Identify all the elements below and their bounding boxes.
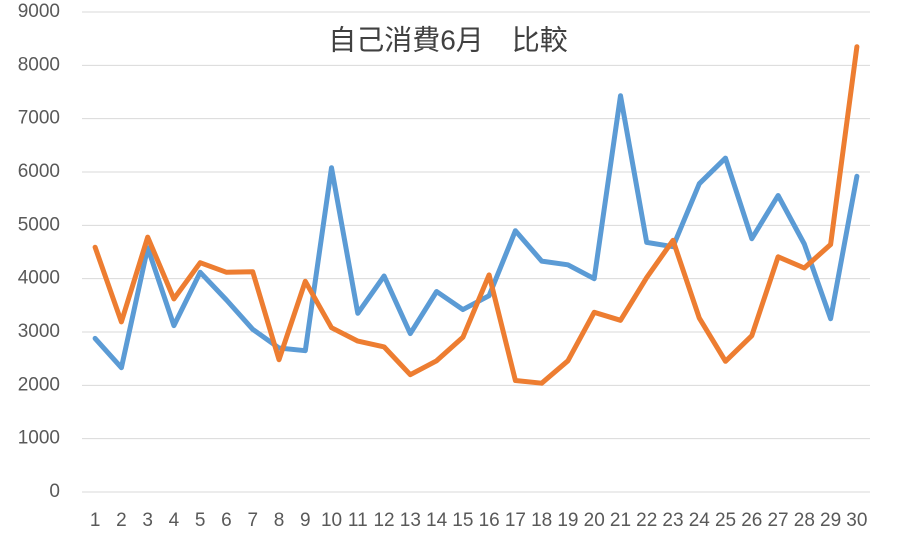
x-tick-label: 11 — [348, 510, 368, 531]
x-tick-label: 10 — [321, 510, 342, 531]
x-tick-label: 1 — [90, 510, 101, 531]
y-tick-label: 6000 — [18, 161, 60, 182]
x-tick-label: 5 — [195, 510, 206, 531]
x-tick-label: 7 — [247, 510, 258, 531]
x-tick-label: 20 — [584, 510, 605, 531]
x-tick-label: 25 — [715, 510, 736, 531]
x-tick-label: 19 — [557, 510, 578, 531]
x-tick-label: 14 — [426, 510, 448, 531]
y-tick-label: 3000 — [18, 321, 60, 342]
x-tick-label: 12 — [373, 510, 394, 531]
x-tick-label: 30 — [846, 510, 867, 531]
x-tick-label: 4 — [169, 510, 180, 531]
x-tick-label: 28 — [794, 510, 815, 531]
x-tick-label: 29 — [820, 510, 841, 531]
x-tick-label: 2 — [116, 510, 127, 531]
x-tick-label: 8 — [274, 510, 285, 531]
series-line — [92, 44, 860, 386]
y-tick-label: 1000 — [18, 428, 60, 449]
x-tick-label: 6 — [221, 510, 232, 531]
y-tick-label: 5000 — [18, 214, 60, 235]
chart-title: 自己消費6月 比較 — [328, 24, 568, 55]
x-tick-label: 26 — [741, 510, 762, 531]
x-tick-label: 22 — [636, 510, 657, 531]
x-tick-label: 17 — [505, 510, 526, 531]
y-tick-label: 4000 — [18, 268, 60, 289]
y-tick-label: 0 — [49, 481, 60, 502]
x-tick-label: 21 — [610, 510, 631, 531]
y-tick-label: 9000 — [18, 1, 60, 22]
x-tick-label: 3 — [142, 510, 153, 531]
x-tick-label: 15 — [452, 510, 473, 531]
y-tick-label: 8000 — [18, 54, 60, 75]
y-tick-label: 2000 — [18, 374, 60, 395]
x-tick-label: 13 — [400, 510, 421, 531]
x-tick-label: 9 — [300, 510, 311, 531]
y-tick-label: 7000 — [18, 108, 60, 129]
x-tick-label: 24 — [689, 510, 711, 531]
x-tick-label: 27 — [767, 510, 788, 531]
x-tick-label: 16 — [479, 510, 500, 531]
x-tick-label: 23 — [662, 510, 683, 531]
x-tick-label: 18 — [531, 510, 552, 531]
